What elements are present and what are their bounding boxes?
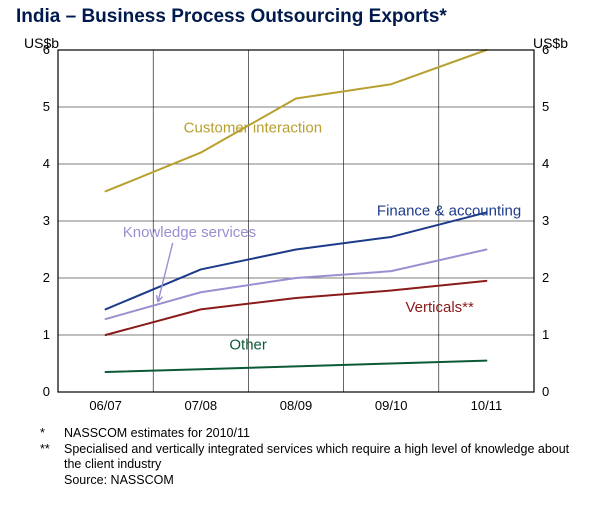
page: India – Business Process Outsourcing Exp… — [0, 0, 600, 507]
series-label-finance_accounting: Finance & accounting — [377, 202, 521, 219]
y-tick-right: 2 — [542, 270, 549, 285]
y-tick-right: 3 — [542, 213, 549, 228]
footnote-text: NASSCOM estimates for 2010/11 — [64, 426, 580, 442]
y-axis-label-left: US$b — [24, 35, 59, 51]
footnote-text: Specialised and vertically integrated se… — [64, 442, 580, 473]
footnote-row: *NASSCOM estimates for 2010/11 — [40, 426, 580, 442]
y-tick-right: 5 — [542, 99, 549, 114]
line-chart-svg: 0011223344556606/0707/0808/0909/1010/11C… — [16, 34, 576, 424]
footnotes: *NASSCOM estimates for 2010/11**Speciali… — [40, 426, 580, 489]
series-label-verticals: Verticals** — [405, 299, 474, 316]
footnote-mark: * — [40, 426, 64, 442]
series-label-customer_interaction: Customer interaction — [184, 120, 322, 137]
source-text: Source: NASSCOM — [64, 473, 580, 489]
chart-title: India – Business Process Outsourcing Exp… — [16, 6, 584, 28]
y-tick-left: 4 — [43, 156, 50, 171]
y-tick-left: 3 — [43, 213, 50, 228]
footnote-row: **Specialised and vertically integrated … — [40, 442, 580, 473]
y-tick-right: 4 — [542, 156, 549, 171]
x-tick: 10/11 — [471, 398, 503, 413]
x-tick: 07/08 — [185, 398, 218, 413]
chart-area: 0011223344556606/0707/0808/0909/1010/11C… — [16, 34, 576, 424]
source-row: Source: NASSCOM — [40, 473, 580, 489]
y-tick-left: 1 — [43, 327, 50, 342]
y-tick-left: 5 — [43, 99, 50, 114]
x-tick: 06/07 — [89, 398, 122, 413]
y-tick-left: 2 — [43, 270, 50, 285]
footnote-mark: ** — [40, 442, 64, 473]
y-tick-right: 1 — [542, 327, 549, 342]
series-label-other: Other — [229, 336, 267, 353]
x-tick: 08/09 — [280, 398, 313, 413]
series-label-knowledge_services: Knowledge services — [123, 224, 256, 241]
y-tick-right: 0 — [542, 384, 549, 399]
y-tick-left: 0 — [43, 384, 50, 399]
y-axis-label-right: US$b — [533, 35, 568, 51]
x-tick: 09/10 — [375, 398, 408, 413]
